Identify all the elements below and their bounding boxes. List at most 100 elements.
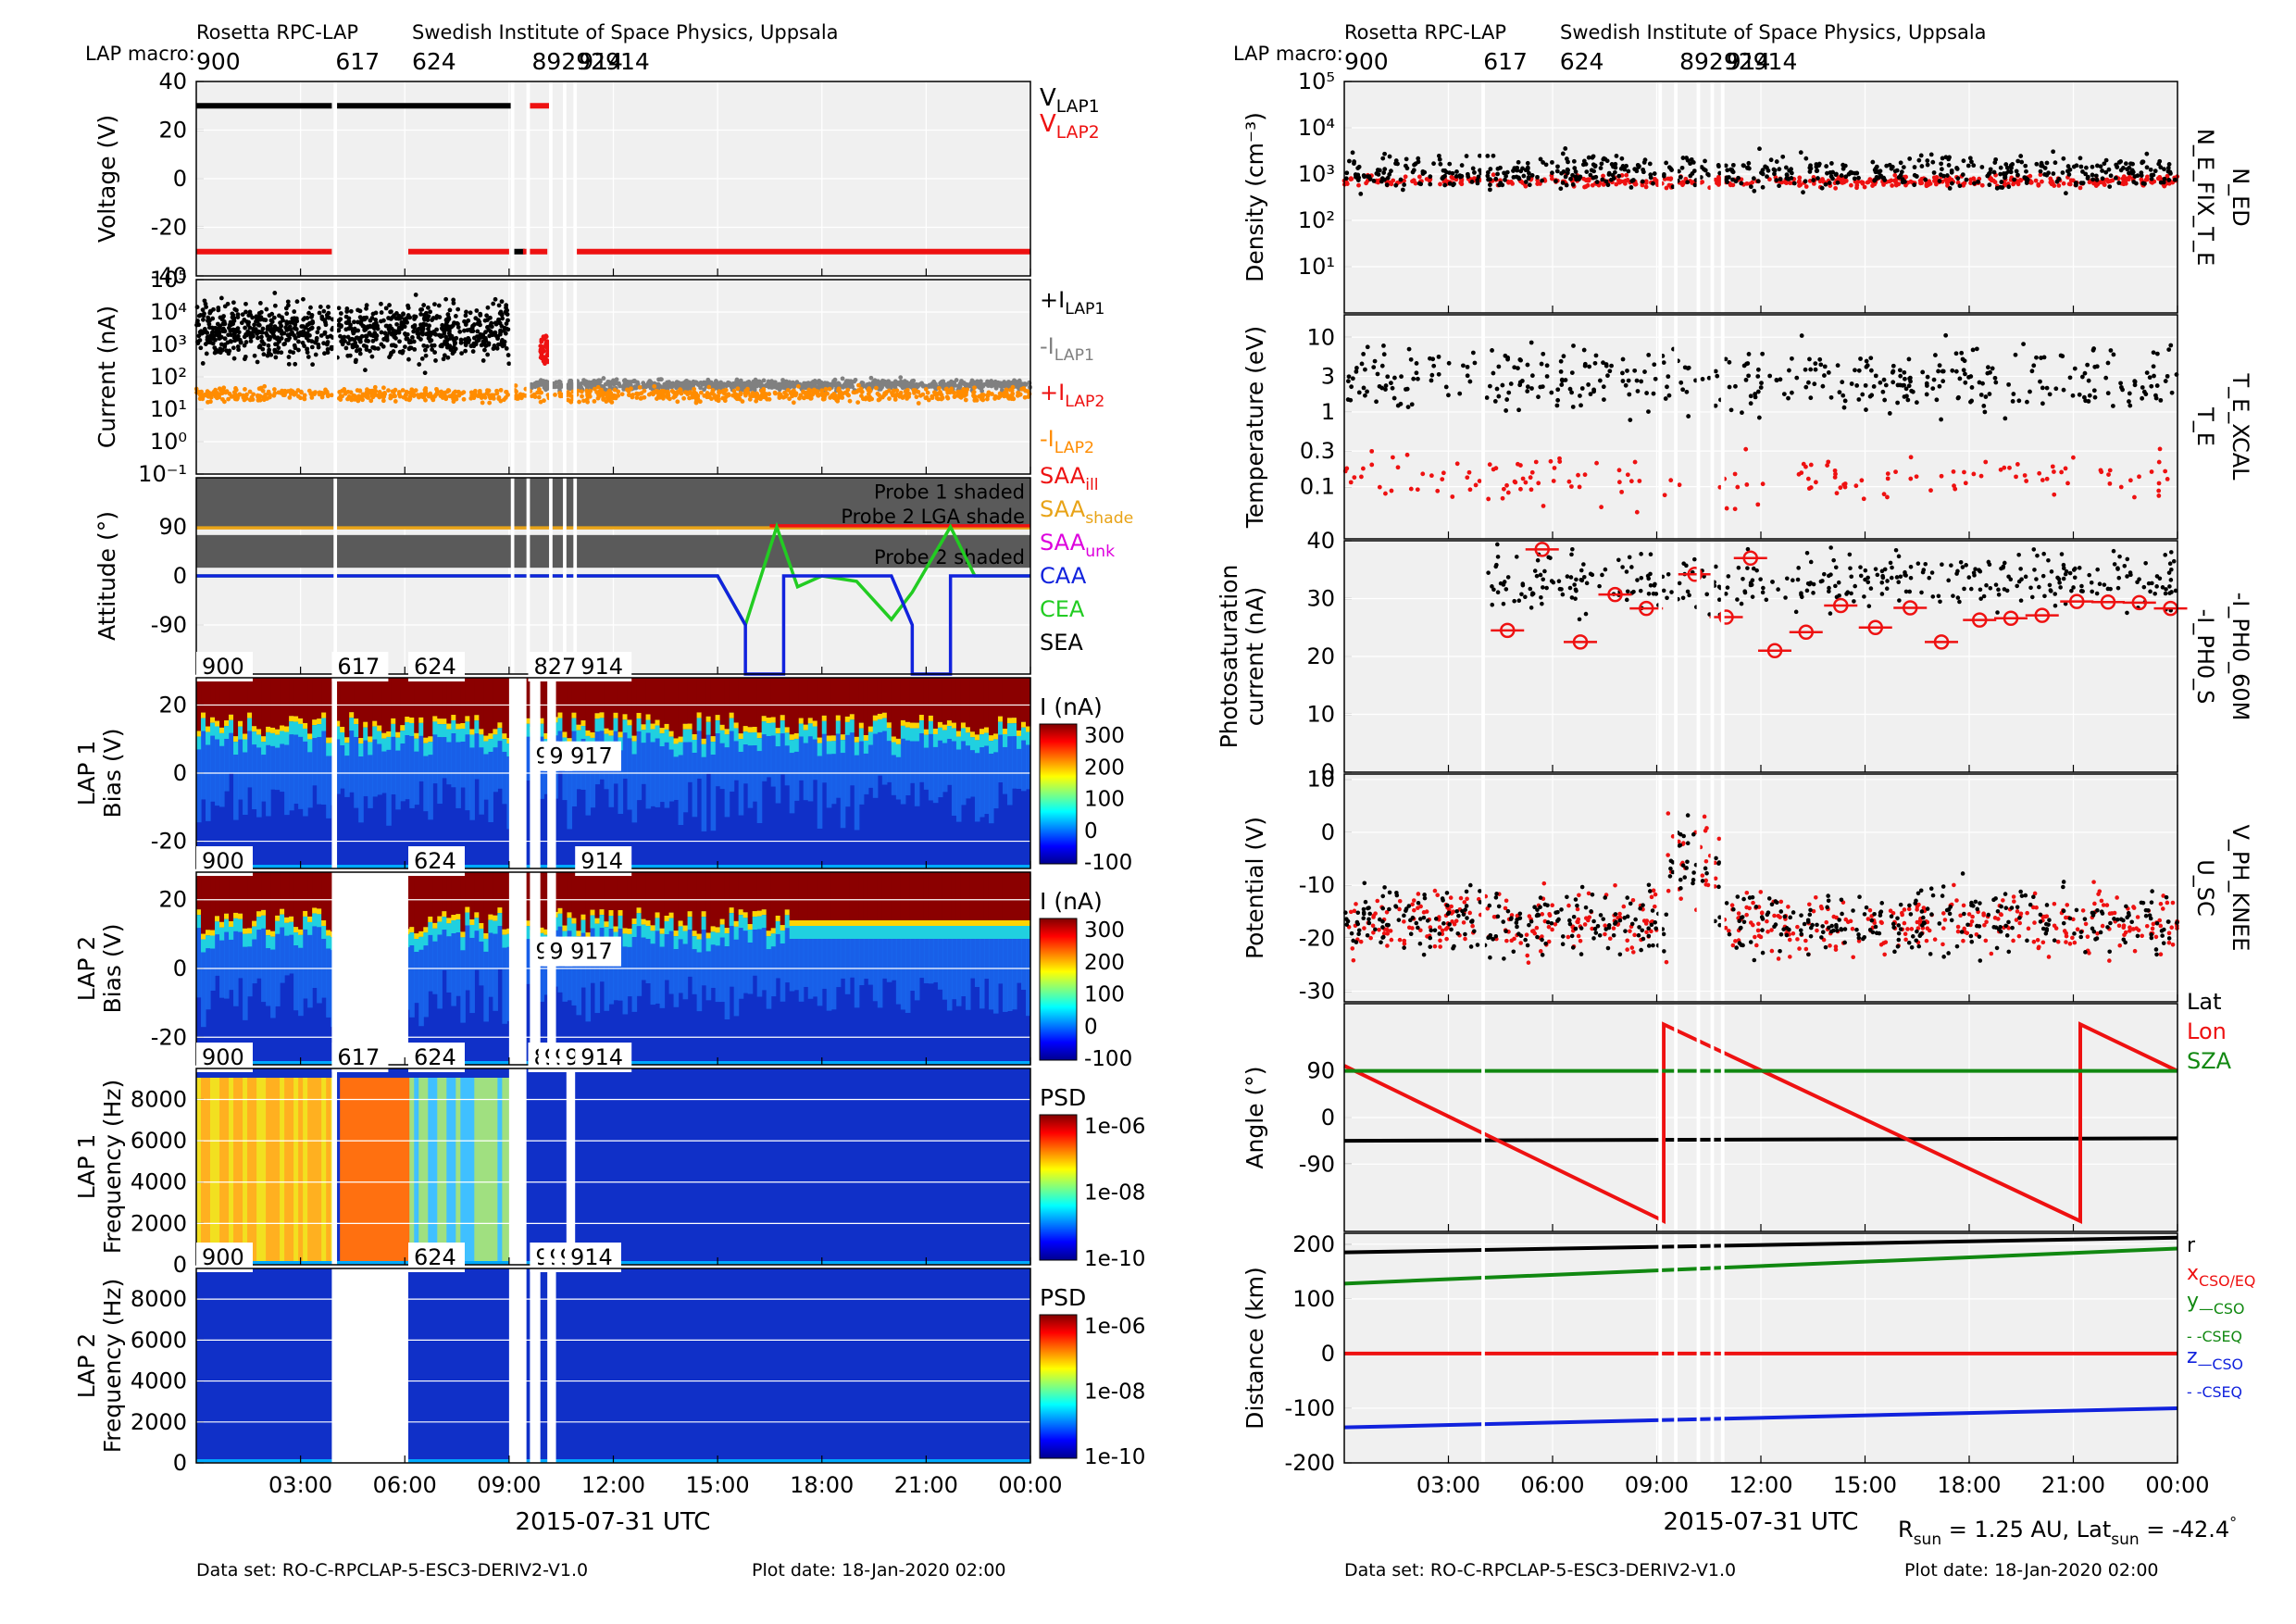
lap1_sweep-cell (877, 731, 883, 776)
lap1_sweep-cell (668, 736, 675, 750)
lap1_sweep-cell (770, 735, 777, 787)
current--i-lap1-point (325, 350, 331, 356)
lap1_sweep-cell (715, 733, 721, 787)
current--i-lap1-point (422, 370, 428, 376)
lap2_sweep-cell (678, 939, 684, 993)
lap1_sweep-cell (580, 726, 587, 740)
lap1_sweep-cell (719, 743, 726, 790)
lap1_psd-cell (368, 1078, 373, 1265)
current--i-lap2-point (396, 390, 402, 394)
lap2_sweep-cell (687, 930, 693, 977)
lap1_sweep-cell (284, 744, 290, 816)
lap2_sweep-cell (428, 916, 433, 922)
lap1_psd-cell (303, 1078, 308, 1265)
current--i-lap1-point (423, 347, 428, 353)
lap1_sweep-cell (460, 678, 466, 724)
lap1_psd-macro-label-0: 900 (202, 1044, 244, 1070)
lap2_sweep-cell (275, 920, 281, 934)
current--i-lap1-point (432, 350, 438, 355)
lap1_sweep-cell (256, 729, 262, 735)
lap2_sweep-cell (821, 872, 828, 920)
lap2_sweep-cell (451, 872, 456, 916)
lap1_sweep-cell (497, 678, 503, 723)
lap2_sweep-cell (849, 939, 855, 978)
current--i-lap1-point (830, 381, 835, 387)
current--i-lap1-point (231, 328, 237, 333)
lap1_sweep-cell (363, 678, 368, 722)
current--i-lap1-point (291, 319, 296, 323)
current--i-lap1-point (423, 353, 429, 358)
current--i-lap1-point (413, 293, 418, 297)
lap1_sweep-cell (659, 733, 666, 747)
lap1_sweep-cell (418, 722, 424, 736)
current--i-lap1-point (496, 303, 502, 308)
current--i-lap2-point (972, 397, 978, 403)
lap1_sweep-cell (942, 724, 948, 731)
lap2_sweep-cell (455, 919, 461, 933)
lap2_sweep-cell (604, 872, 610, 922)
lap2_sweep-cell (622, 928, 629, 934)
lap1_sweep-cell (696, 712, 703, 718)
current--i-lap1-point (218, 350, 223, 356)
lap2_sweep-cell (284, 872, 290, 918)
lap1_sweep-cell (830, 735, 837, 742)
current-legend-sub-0: LAP1 (1065, 300, 1104, 319)
current--i-lap1-point (205, 331, 210, 335)
lap1_sweep-cell (400, 743, 406, 802)
lap1_psd-cell (479, 1078, 484, 1265)
lap1_sweep-cell (840, 740, 846, 754)
current-legend-sub-2: LAP2 (1065, 393, 1104, 411)
lap2_sweep-cell (719, 872, 726, 919)
lap1_sweep-cell (761, 678, 767, 717)
current-ytick-label-0: 10⁵ (150, 267, 187, 293)
current--i-lap1-point (850, 384, 855, 390)
lap2_sweep-cell (270, 936, 276, 950)
lap1_sweep-cell (817, 756, 823, 829)
current--i-lap1-point (584, 384, 590, 390)
lap2_sweep-cell (807, 926, 814, 939)
current--i-lap1-point (293, 322, 298, 327)
current--i-lap2-point (637, 384, 643, 390)
lap1_sweep-cell (655, 678, 661, 720)
lap1_sweep-cell (752, 732, 758, 746)
lap1_psd-cell (270, 1078, 276, 1265)
lap1_sweep-cell (932, 746, 939, 804)
lap1_sweep-cell (215, 726, 220, 740)
lap1_sweep-cell (321, 712, 327, 718)
current--i-lap1-point (772, 380, 778, 385)
lap1_sweep-macro-label-3: 827 (534, 654, 577, 680)
current--i-lap1-point (502, 325, 507, 331)
current--i-lap2-point (732, 392, 738, 397)
lap2_sweep-cell (946, 920, 953, 926)
current--i-lap1-point (329, 344, 334, 350)
density-n-ed-point (1797, 175, 1803, 181)
current--i-lap1-point (356, 328, 361, 333)
lap1_sweep-macro-label-1: 617 (337, 654, 380, 680)
lap2_sweep-cell (307, 872, 313, 917)
lap2_psd-ytick-label-2: 4000 (131, 1368, 187, 1394)
lap1_sweep-cell (798, 718, 805, 724)
lap1_sweep-cell (682, 742, 689, 813)
lap1_sweep-cell (775, 733, 781, 747)
lap2_sweep-cell (668, 931, 675, 994)
current--i-lap1-point (680, 381, 684, 386)
lap2_sweep-cell (992, 920, 999, 926)
lap1_sweep-cell (645, 732, 652, 809)
current--i-lap1-point (393, 331, 398, 336)
lap2_sweep-cell (502, 872, 507, 930)
current--i-lap1-point (290, 330, 295, 335)
lap2_sweep-cell (863, 939, 869, 980)
lap2_sweep-cell (414, 933, 419, 940)
lap1_sweep-cell (414, 751, 419, 806)
lap2_sweep-cell (636, 907, 643, 914)
current--i-lap1-point (469, 325, 475, 331)
lap1_psd-cell (442, 1078, 447, 1265)
lap2_sweep-cell (590, 872, 596, 910)
lap1_sweep-cell (766, 723, 772, 737)
current--i-lap1-point (428, 309, 433, 315)
current--i-lap1-point (346, 319, 351, 324)
lap1_sweep-cell (983, 732, 990, 746)
current--i-lap1-point (338, 311, 343, 316)
current--i-lap2-point (568, 393, 573, 398)
